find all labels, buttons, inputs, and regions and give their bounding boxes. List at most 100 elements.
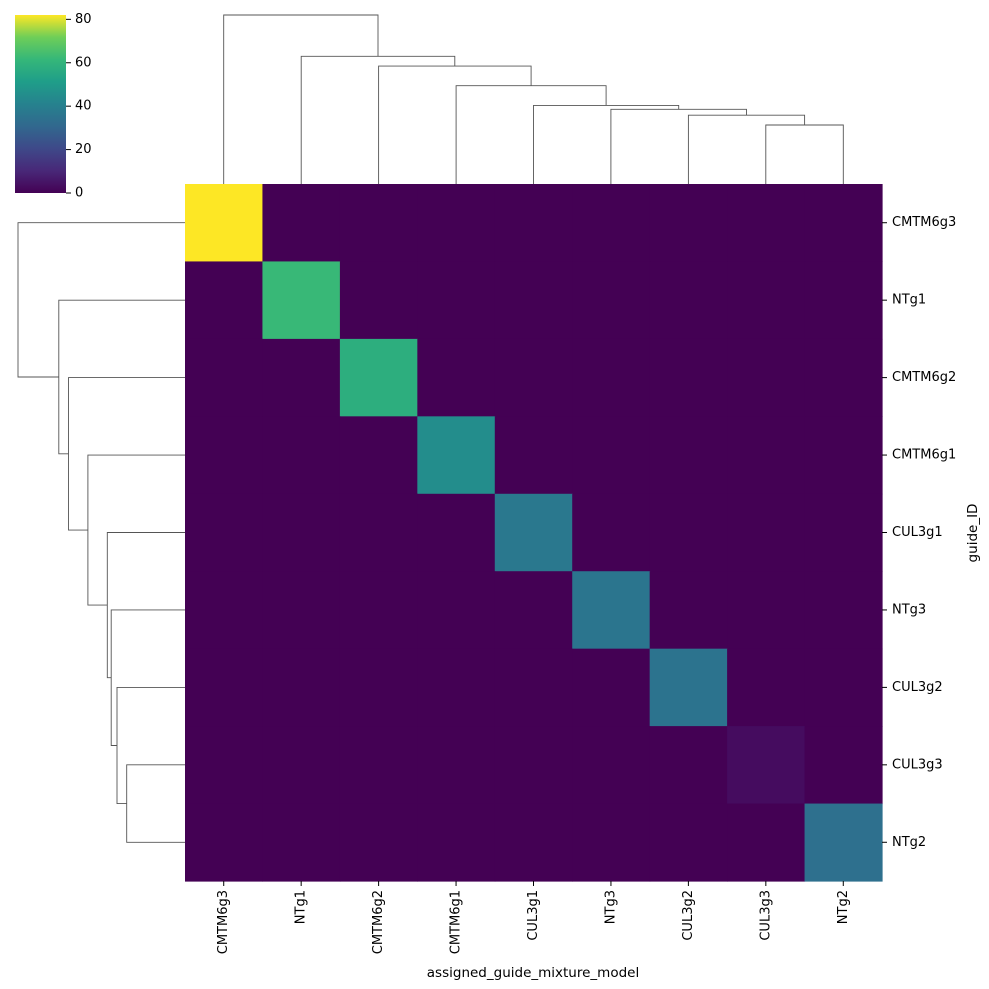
heatmap-cell (185, 261, 264, 340)
heatmap-cell (727, 416, 806, 495)
x-tick-label: CMTM6g3 (216, 890, 231, 954)
heatmap-cell (649, 571, 728, 650)
heatmap-cell (572, 726, 651, 805)
y-tick-label: CMTM6g3 (892, 215, 956, 230)
x-tick-label: CUL3g3 (758, 890, 773, 941)
heatmap-cell (494, 184, 573, 263)
heatmap-cell (804, 493, 883, 572)
heatmap-cell (727, 261, 806, 340)
heatmap-cell (649, 803, 728, 882)
y-tick-label: NTg3 (892, 602, 926, 617)
heatmap-cell (727, 648, 806, 727)
heatmap-cell (185, 184, 264, 263)
heatmap-cell (727, 571, 806, 650)
heatmap-cell (649, 726, 728, 805)
x-tick-label: NTg3 (603, 890, 618, 924)
heatmap-cell (649, 184, 728, 263)
dendrogram-link (455, 85, 607, 184)
y-tick-label: CMTM6g2 (892, 370, 956, 385)
heatmap-cell (262, 803, 341, 882)
heatmap-cell (649, 493, 728, 572)
heatmap-cell (185, 338, 264, 417)
heatmap-cell (262, 416, 341, 495)
heatmap-cell (417, 184, 496, 263)
heatmap-cell (417, 726, 496, 805)
heatmap-cell (494, 803, 573, 882)
heatmap-cell (262, 571, 341, 650)
heatmap-cell (339, 338, 418, 417)
row-dendrogram (17, 222, 185, 843)
heatmap-cell (185, 726, 264, 805)
y-tick-label: CUL3g3 (892, 757, 943, 772)
heatmap-cell (185, 803, 264, 882)
heatmap-cell (339, 571, 418, 650)
heatmap-cell (804, 416, 883, 495)
heatmap-cell (417, 338, 496, 417)
colorbar: 0 20 40 60 80 (15, 12, 92, 201)
y-tick-label: NTg2 (892, 835, 926, 850)
heatmap-cell (494, 338, 573, 417)
dendrogram-link (58, 299, 185, 455)
heatmap-cell (727, 803, 806, 882)
colorbar-tick-label: 80 (75, 12, 92, 27)
y-tick-label: CUL3g1 (892, 525, 943, 540)
heatmap-cell (572, 338, 651, 417)
heatmap-cell (494, 648, 573, 727)
y-tick-labels: CMTM6g3 NTg1 CMTM6g2 CMTM6g1 CUL3g1 NTg3 CUL3g… (882, 215, 956, 850)
heatmap-cell (572, 261, 651, 340)
heatmap-cell (572, 416, 651, 495)
heatmap-cell (185, 648, 264, 727)
heatmap-cell (804, 338, 883, 417)
y-tick-label: NTg1 (892, 293, 926, 308)
dendrogram-link (610, 108, 747, 184)
colorbar-tick-label: 60 (75, 55, 92, 70)
heatmap-cell (339, 261, 418, 340)
heatmap-cell (262, 726, 341, 805)
heatmap-cell (417, 261, 496, 340)
dendrogram-link (126, 764, 185, 843)
heatmap-cell (185, 416, 264, 495)
heatmap-cell (339, 648, 418, 727)
heatmap-cell (804, 261, 883, 340)
y-tick-label: CUL3g2 (892, 680, 943, 695)
heatmap-cell (262, 338, 341, 417)
heatmap-cell (417, 416, 496, 495)
heatmap-cell (262, 184, 341, 263)
heatmap-cell (494, 493, 573, 572)
x-tick-label: NTg1 (294, 890, 309, 924)
heatmap-cell (494, 416, 573, 495)
heatmap-cell (804, 648, 883, 727)
heatmap-cell (572, 184, 651, 263)
colorbar-gradient (15, 15, 66, 193)
y-tick-label: CMTM6g1 (892, 448, 956, 463)
heatmap-cell (339, 184, 418, 263)
dendrogram-link (300, 55, 456, 184)
dendrogram-link (687, 114, 806, 184)
x-tick-label: CMTM6g1 (449, 890, 464, 954)
heatmap-cell (262, 493, 341, 572)
colorbar-ticks: 0 20 40 60 80 (66, 12, 92, 201)
x-tick-label: NTg2 (836, 890, 851, 924)
heatmap-cell (185, 571, 264, 650)
heatmap-cell (804, 571, 883, 650)
colorbar-tick-label: 20 (75, 142, 92, 157)
heatmap-cell (262, 648, 341, 727)
heatmap-cell (727, 338, 806, 417)
heatmap-cell (804, 803, 883, 882)
heatmap-cell (417, 571, 496, 650)
heatmap-grid (185, 184, 883, 882)
heatmap-cell (417, 803, 496, 882)
heatmap-cell (339, 416, 418, 495)
heatmap-cell (572, 571, 651, 650)
heatmap-cell (727, 493, 806, 572)
dendrogram-link (68, 377, 185, 531)
heatmap-cell (339, 726, 418, 805)
dendrogram-link (110, 609, 185, 746)
colorbar-tick-label: 0 (75, 186, 83, 201)
heatmap-cell (804, 726, 883, 805)
heatmap-cell (185, 493, 264, 572)
heatmap-cell (339, 493, 418, 572)
heatmap-cell (262, 261, 341, 340)
heatmap-cell (727, 184, 806, 263)
